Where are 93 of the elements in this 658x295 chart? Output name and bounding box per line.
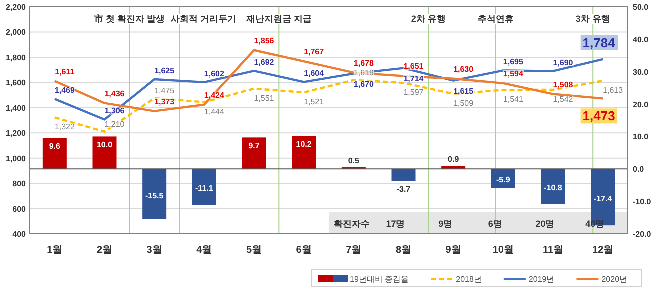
legend-label: 19년대비 증감율 — [350, 275, 410, 284]
x-tick-label: 10월 — [492, 245, 514, 256]
x-tick-label: 5월 — [246, 245, 262, 256]
data-label: 1,690 — [553, 58, 574, 68]
data-label: 1,678 — [354, 58, 374, 68]
data-label: 1,695 — [503, 58, 524, 67]
x-tick-label: 11월 — [542, 245, 564, 256]
ref-line-label: 2차 유행 — [411, 14, 446, 24]
data-label: 1,469 — [54, 86, 76, 96]
legend-label: 2020년 — [602, 275, 628, 284]
data-label: 1,670 — [354, 80, 374, 89]
legend-label: 2019년 — [528, 275, 555, 284]
data-label: 1,784 — [582, 35, 616, 50]
y-tick-label: 1,600 — [6, 78, 27, 88]
annotation: 17명 — [386, 219, 406, 229]
y2-tick-label: -20.0 — [633, 230, 652, 239]
data-label: -10.8 — [544, 184, 563, 193]
data-label: 1,594 — [503, 69, 524, 78]
data-label: -15.5 — [145, 191, 164, 200]
data-label: 1,604 — [304, 69, 325, 78]
legend-label: 2018년 — [456, 275, 482, 284]
data-label: 9.6 — [49, 142, 62, 152]
ref-line-label: 재난지원금 지급 — [245, 14, 312, 24]
data-label: -11.1 — [196, 184, 214, 194]
ref-line-label: 3차 유행 — [576, 14, 610, 24]
data-label: -17.4 — [594, 194, 613, 204]
data-label: 1,509 — [454, 99, 474, 108]
ref-line-label: 市 첫 확진자 발생 — [93, 14, 165, 24]
data-label: 1,630 — [454, 64, 474, 74]
data-label: 1,475 — [154, 86, 176, 96]
ref-line-label: 추석연휴 — [478, 14, 514, 24]
x-tick-label: 9월 — [446, 245, 462, 256]
data-label: 1,306 — [104, 106, 126, 116]
data-label: -3.7 — [396, 185, 412, 194]
data-label: 0.5 — [348, 156, 360, 166]
data-label: 1,619 — [354, 68, 374, 78]
data-label: 1,692 — [254, 58, 275, 68]
y-tick-label: 2,200 — [6, 3, 27, 12]
data-label: 1,597 — [404, 88, 424, 98]
y-tick-label: 800 — [12, 180, 27, 189]
data-label: 1,714 — [404, 74, 424, 84]
y2-tick-label: 30.0 — [633, 68, 650, 77]
y-tick-label: 400 — [12, 230, 27, 239]
x-tick-label: 8월 — [396, 245, 412, 256]
x-tick-label: 2월 — [96, 245, 113, 256]
x-tick-label: 3월 — [146, 245, 162, 256]
y-tick-label: 1,400 — [6, 104, 27, 113]
ref-line-label: 사회적 거리두기 — [170, 14, 236, 24]
data-label: 1,625 — [154, 66, 176, 76]
y-tick-label: 1,800 — [6, 53, 27, 62]
y-tick-label: 600 — [12, 204, 27, 214]
data-label: 1,602 — [204, 69, 225, 78]
data-label: 1,613 — [603, 86, 624, 96]
y2-tick-label: 20.0 — [633, 100, 650, 110]
annotation: 20명 — [536, 219, 555, 229]
data-label: 10.0 — [96, 140, 114, 150]
data-label: 1,473 — [582, 108, 616, 124]
y-tick-label: 1,200 — [6, 129, 27, 138]
y2-tick-label: 10.0 — [633, 132, 650, 142]
data-label: 1,508 — [553, 80, 574, 90]
data-label: 0.9 — [448, 155, 460, 164]
data-label: 1,767 — [304, 48, 325, 57]
data-label: 1,521 — [304, 98, 325, 107]
y2-tick-label: -10.0 — [633, 198, 652, 207]
data-label: 1,542 — [553, 94, 574, 104]
data-label: 1,611 — [55, 67, 76, 76]
data-label: 1,856 — [254, 36, 275, 46]
data-label: 1,210 — [104, 120, 126, 129]
data-label: 10.2 — [296, 140, 312, 150]
data-label: 1,551 — [254, 94, 275, 103]
data-label: 1,436 — [104, 89, 126, 98]
y-tick-label: 2,000 — [6, 28, 27, 38]
x-tick-label: 1월 — [47, 245, 63, 256]
data-label: 1,541 — [503, 95, 524, 104]
y-tick-label: 1,000 — [6, 154, 27, 164]
annotation: 9명 — [438, 219, 453, 229]
y2-tick-label: 0.0 — [633, 165, 645, 174]
y2-tick-label: 40.0 — [633, 35, 650, 44]
data-label: -5.9 — [496, 176, 511, 185]
data-label: 9.7 — [248, 142, 260, 151]
data-label: 1,322 — [54, 122, 76, 132]
data-label: 1,444 — [204, 107, 225, 116]
x-tick-label: 6월 — [296, 245, 312, 256]
x-tick-label: 12월 — [592, 245, 614, 256]
data-label: 1,424 — [204, 90, 225, 100]
annotation: 확진자수 — [334, 219, 370, 229]
data-label: 1,373 — [154, 97, 176, 106]
annotation: 6명 — [488, 219, 502, 229]
y2-tick-label: 50.0 — [633, 3, 650, 12]
data-label: 1,615 — [454, 86, 474, 96]
data-label: 1,651 — [404, 62, 424, 72]
x-tick-label: 7월 — [346, 245, 362, 256]
x-tick-label: 4월 — [196, 245, 212, 256]
